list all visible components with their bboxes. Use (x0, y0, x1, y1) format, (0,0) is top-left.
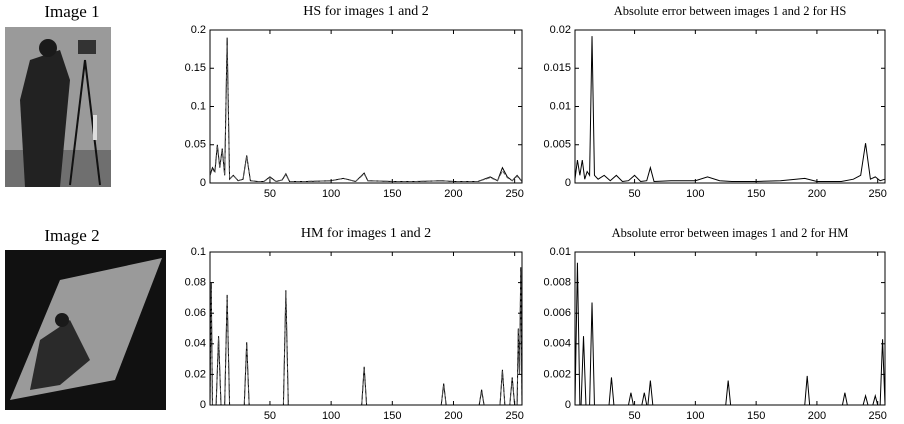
image-1 (5, 27, 111, 187)
x-tick-label: 250 (505, 188, 523, 200)
line-series (209, 270, 523, 406)
y-tick-label: 0 (200, 177, 206, 189)
x-tick-label: 200 (444, 410, 462, 422)
x-tick-label: 200 (808, 188, 826, 200)
y-tick-label: 0.04 (185, 338, 206, 350)
y-tick-label: 0.01 (550, 100, 571, 112)
y-tick-label: 0.05 (185, 139, 206, 151)
y-tick-label: 0 (565, 399, 571, 411)
x-tick-label: 50 (628, 410, 640, 422)
axes-box (574, 29, 886, 184)
x-tick-label: 150 (747, 188, 765, 200)
line-series (209, 267, 523, 406)
axes-box (574, 251, 886, 406)
line-series (209, 45, 523, 183)
x-tick-label: 250 (505, 410, 523, 422)
x-tick-label: 100 (686, 188, 704, 200)
x-tick-label: 100 (322, 410, 340, 422)
x-tick-label: 50 (628, 188, 640, 200)
y-tick-label: 0.004 (543, 338, 571, 350)
chart-title: Absolute error between images 1 and 2 fo… (612, 226, 849, 240)
chart-title: HM for images 1 and 2 (301, 226, 431, 241)
y-tick-label: 0.015 (543, 62, 571, 74)
line-series (209, 37, 523, 183)
y-tick-label: 0.005 (543, 139, 571, 151)
axes-box (209, 251, 523, 406)
line-series (574, 36, 886, 182)
y-tick-label: 0.006 (543, 307, 571, 319)
x-tick-label: 150 (383, 188, 401, 200)
chart-title: Absolute error between images 1 and 2 fo… (614, 4, 847, 18)
x-tick-label: 150 (747, 410, 765, 422)
y-tick-label: 0.02 (185, 368, 206, 380)
y-tick-label: 0.15 (185, 62, 206, 74)
y-tick-label: 0 (565, 177, 571, 189)
y-tick-label: 0 (200, 399, 206, 411)
y-tick-label: 0.1 (191, 100, 206, 112)
x-tick-label: 100 (322, 188, 340, 200)
image-label: Image 1 (44, 2, 99, 21)
x-tick-label: 50 (264, 188, 276, 200)
x-tick-label: 150 (383, 410, 401, 422)
x-tick-label: 200 (808, 410, 826, 422)
y-tick-label: 0.02 (550, 24, 571, 36)
y-tick-label: 0.002 (543, 368, 571, 380)
image-2 (5, 250, 166, 410)
x-tick-label: 100 (686, 410, 704, 422)
image-label: Image 2 (44, 226, 99, 245)
y-tick-label: 0.06 (185, 307, 206, 319)
y-tick-label: 0.008 (543, 277, 571, 289)
y-tick-label: 0.2 (191, 24, 206, 36)
y-tick-label: 0.1 (191, 246, 206, 258)
line-series (574, 262, 886, 406)
chart-title: HS for images 1 and 2 (303, 4, 429, 19)
x-tick-label: 250 (869, 188, 887, 200)
y-tick-label: 0.01 (550, 246, 571, 258)
x-tick-label: 50 (264, 410, 276, 422)
axes-box (209, 29, 523, 184)
x-tick-label: 200 (444, 188, 462, 200)
y-tick-label: 0.08 (185, 277, 206, 289)
x-tick-label: 250 (869, 410, 887, 422)
